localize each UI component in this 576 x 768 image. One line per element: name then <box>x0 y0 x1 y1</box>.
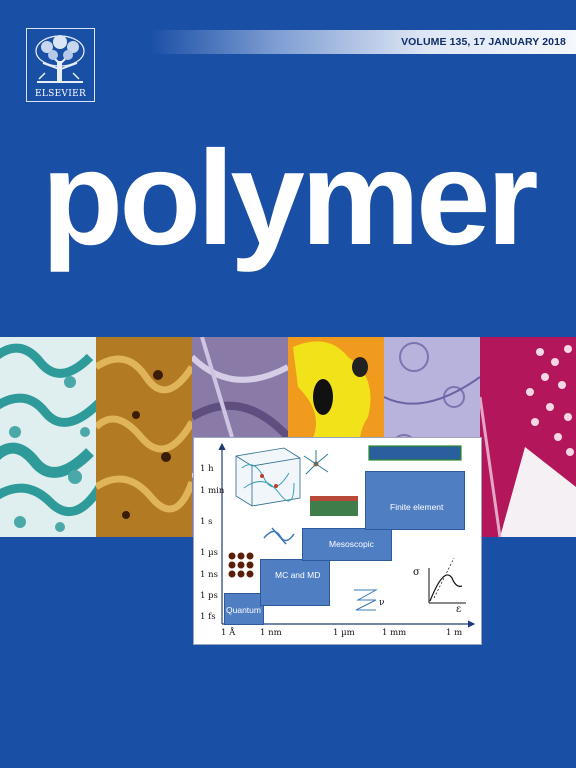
chain-icon <box>263 527 295 545</box>
x-label: 1 Å <box>221 628 236 638</box>
micrograph-magenta <box>480 337 576 537</box>
strain-symbol: ε <box>456 604 462 615</box>
mesoscopic-block: Mesoscopic <box>302 528 392 561</box>
mcmd-block: MC and MD <box>260 559 330 606</box>
x-label: 1 µm <box>333 628 355 638</box>
y-label: 1 fs <box>200 612 216 622</box>
x-label: 1 mm <box>382 628 407 638</box>
finite-element-label: Finite element <box>390 502 444 512</box>
diagram-graphics <box>218 442 476 628</box>
micrograph-orange <box>96 337 192 537</box>
x-label: 1 nm <box>260 628 282 638</box>
mcmd-label: MC and MD <box>275 570 321 580</box>
x-label: 1 m <box>446 628 463 638</box>
multiscale-diagram: 1 h 1 min 1 s 1 µs 1 ns 1 ps 1 fs 1 Å 1 … <box>193 437 482 645</box>
quantum-block: Quantum <box>224 593 264 625</box>
journal-title: polymer <box>41 124 538 273</box>
mesoscopic-label: Mesoscopic <box>329 539 374 549</box>
y-label: 1 µs <box>200 548 218 558</box>
poisson-symbol: ν <box>379 598 385 608</box>
atom-lattice-icon <box>228 552 254 578</box>
stress-strain-icon <box>428 557 466 604</box>
y-label: 1 min <box>200 486 225 496</box>
quantum-label: Quantum <box>226 605 261 615</box>
y-label: 1 s <box>200 517 213 527</box>
y-label: 1 ps <box>200 591 218 601</box>
elsevier-tree-icon <box>35 35 85 83</box>
volume-date: VOLUME 135, 17 JANUARY 2018 <box>401 36 566 48</box>
elsevier-logo: ELSEVIER <box>26 28 95 102</box>
y-label: 1 ns <box>200 570 218 580</box>
y-label: 1 h <box>200 464 214 474</box>
micrograph-teal <box>0 337 96 537</box>
finite-element-block: Finite element <box>365 471 465 530</box>
molecular-box-icon <box>235 447 301 507</box>
spring-icon <box>354 589 378 611</box>
fiber-structure-icon <box>368 445 462 461</box>
stress-symbol: σ <box>413 567 420 578</box>
star-polymer-icon <box>303 450 329 475</box>
header-bar: VOLUME 135, 17 JANUARY 2018 <box>150 30 576 54</box>
publisher-name: ELSEVIER <box>34 89 87 99</box>
